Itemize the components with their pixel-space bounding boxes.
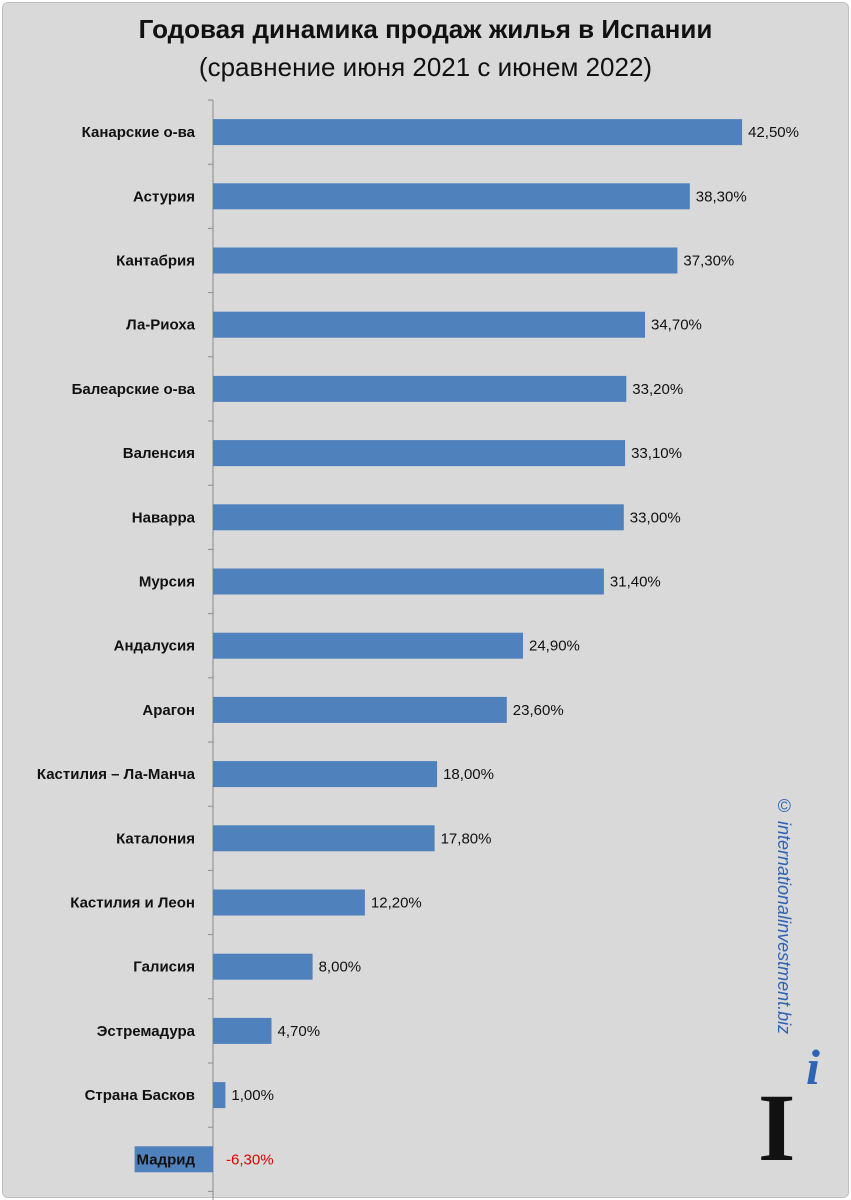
bar-2 [213,183,690,210]
logo-accent-icon: i [806,1039,820,1095]
value-label: 33,20% [632,381,683,398]
bar-7 [213,504,624,531]
value-label: 38,30% [696,188,747,205]
category-label: Каталония [116,830,195,847]
bar-1 [213,119,743,146]
labels: Канарские о-ва 42,50% Астурия 38,30% Кантабр… [37,124,799,1168]
category-label: Галисия [133,959,195,976]
category-label: Арагон [142,702,195,719]
category-label: Андалусия [114,638,195,655]
bar-11 [213,761,438,788]
logo-icon: I [758,1074,796,1181]
watermark-text: © internationalinvestment.biz [774,796,794,1035]
value-label: 8,00% [319,959,362,976]
chart-subtitle: (сравнение июня 2021 с июнем 2022) [198,52,653,82]
value-label: 42,50% [748,124,799,141]
value-label: 24,90% [529,638,580,655]
value-label: 1,00% [231,1087,274,1104]
category-label: Страна Басков [85,1087,195,1104]
bar-6 [213,440,626,467]
bar-12 [213,825,435,852]
category-label: Валенсия [123,445,195,462]
bar-14 [213,953,313,980]
bar-16 [213,1082,226,1109]
chart-title: Годовая динамика продаж жилья в Испании [138,14,713,44]
category-axis [208,99,214,1200]
value-label: 18,00% [443,766,494,783]
bar-15 [213,1017,272,1044]
category-label: Балеарские о-ва [72,381,196,398]
category-label: Эстремадура [97,1023,196,1040]
value-label: 34,70% [651,317,702,334]
value-label: 12,20% [371,895,422,912]
bar-13 [213,889,365,916]
value-label: 17,80% [441,830,492,847]
category-label: Ла-Риоха [126,317,196,334]
value-label: 31,40% [610,574,661,591]
category-label: Астурия [133,188,195,205]
category-label: Наварра [132,509,196,526]
value-label: 37,30% [683,253,734,270]
value-label: 33,10% [631,445,682,462]
bar-10 [213,696,507,723]
category-label: Кастилия и Леон [70,895,195,912]
value-label: -6,30% [226,1151,274,1168]
category-label: Канарские о-ва [82,124,196,141]
bar-8 [213,568,604,595]
bar-3 [213,247,678,274]
bars [134,119,743,1173]
value-label: 4,70% [278,1023,321,1040]
bar-9 [213,632,523,659]
bar-4 [213,311,645,338]
category-label: Мурсия [139,574,195,591]
bar-5 [213,375,627,402]
bar-17 [134,1146,213,1173]
value-label: 33,00% [630,509,681,526]
category-label: Кастилия – Ла-Манча [37,766,196,783]
category-label: Кантабрия [116,253,195,270]
category-label: Мадрид [137,1151,196,1168]
value-label: 23,60% [513,702,564,719]
